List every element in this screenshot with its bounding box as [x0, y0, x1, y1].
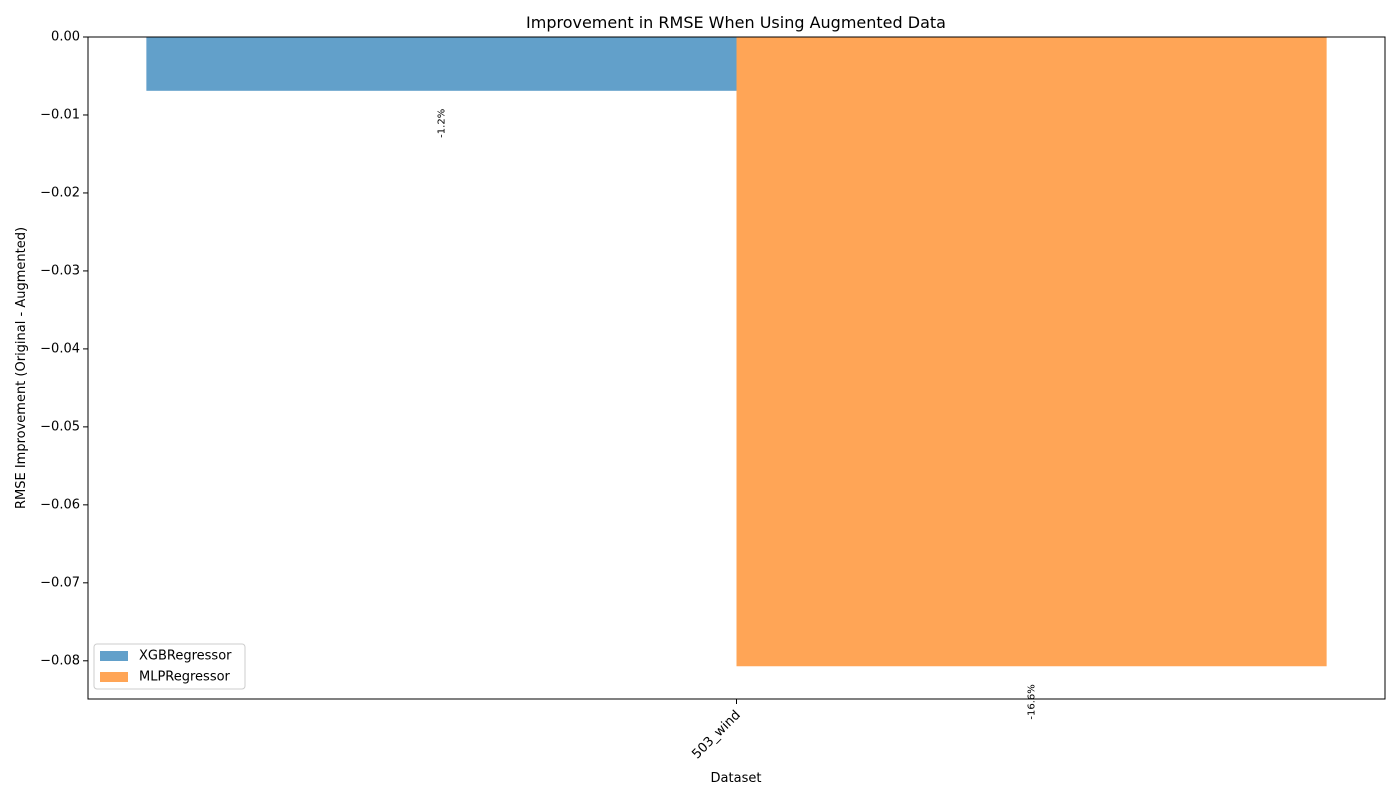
legend: XGBRegressor MLPRegressor — [93, 643, 246, 690]
legend-label: XGBRegressor — [139, 649, 232, 664]
y-axis-title: RMSE Improvement (Original - Augmented) — [14, 227, 29, 509]
bar-value-label: -16.6% — [1027, 684, 1038, 719]
y-tick-label: −0.06 — [40, 497, 80, 512]
y-tick-label: −0.02 — [40, 185, 80, 200]
bar-xgbregressor-503_wind — [146, 37, 737, 91]
y-axis: 0.00 −0.01 −0.02 −0.03 −0.04 −0.05 −0.06 −0.07 −… — [40, 30, 88, 668]
legend-swatch — [100, 651, 128, 661]
x-axis-title: Dataset — [711, 771, 762, 786]
bars-layer — [146, 37, 1327, 667]
y-tick-label: −0.07 — [40, 575, 80, 590]
y-tick-label: −0.01 — [40, 107, 80, 122]
bar-labels-layer: -1.2% -16.6% — [436, 109, 1037, 720]
y-tick-label: −0.04 — [40, 341, 80, 356]
bar-value-label: -1.2% — [436, 109, 447, 138]
x-axis: 503_wind — [689, 699, 744, 762]
y-tick-label: 0.00 — [51, 30, 80, 45]
y-tick-label: −0.05 — [40, 419, 80, 434]
legend-box — [93, 643, 246, 690]
y-tick-label: −0.08 — [40, 653, 80, 668]
chart-title: Improvement in RMSE When Using Augmented… — [526, 13, 946, 32]
y-tick-label: −0.03 — [40, 263, 80, 278]
bar-mlpregressor-503_wind — [736, 37, 1327, 667]
x-tick-label: 503_wind — [689, 708, 743, 762]
legend-swatch — [100, 672, 128, 682]
legend-label: MLPRegressor — [139, 670, 231, 685]
